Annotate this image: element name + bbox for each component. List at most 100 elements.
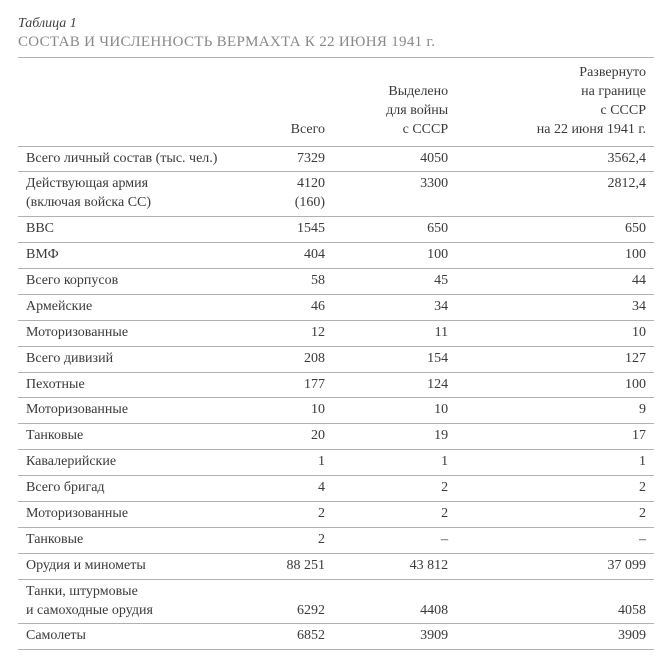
table-row: Кавалерийские 1 1 1 — [18, 450, 654, 476]
header-allocated-l1: Выделено — [388, 84, 448, 99]
cell: 650 — [333, 217, 456, 243]
cell: 34 — [456, 294, 654, 320]
table-row: Моторизованные 10 10 9 — [18, 398, 654, 424]
table-row: Танковые 20 19 17 — [18, 424, 654, 450]
cell: 4408 — [333, 602, 456, 624]
data-table: Всего Выделено для войны с СССР Разверну… — [18, 57, 654, 650]
cell: 2 — [456, 476, 654, 502]
row-label: Танковые — [18, 527, 247, 553]
table-row: Армейские 46 34 34 — [18, 294, 654, 320]
row-label: Танковые — [18, 424, 247, 450]
cell: 2 — [333, 476, 456, 502]
cell: 650 — [456, 217, 654, 243]
cell: 2 — [333, 502, 456, 528]
cell: 37 099 — [456, 553, 654, 579]
cell: 100 — [333, 243, 456, 269]
row-label: Орудия и минометы — [18, 553, 247, 579]
header-allocated: Выделено для войны с СССР — [333, 58, 456, 147]
table-row: Действующая армия 4120 3300 2812,4 — [18, 172, 654, 194]
row-label: Моторизованные — [18, 320, 247, 346]
cell: 17 — [456, 424, 654, 450]
header-deployed-l4: на 22 июня 1941 г. — [537, 122, 646, 137]
row-label: ВМФ — [18, 243, 247, 269]
header-deployed-l3: с СССР — [600, 103, 646, 118]
cell: 45 — [333, 269, 456, 295]
cell — [333, 579, 456, 601]
table-row: Самолеты 6852 3909 3909 — [18, 624, 654, 650]
row-label: Пехотные — [18, 372, 247, 398]
row-label: Всего дивизий — [18, 346, 247, 372]
cell: 2 — [247, 502, 333, 528]
row-label: Всего корпусов — [18, 269, 247, 295]
cell: 20 — [247, 424, 333, 450]
cell — [456, 579, 654, 601]
table-row: Моторизованные 2 2 2 — [18, 502, 654, 528]
cell: 88 251 — [247, 553, 333, 579]
cell: 2 — [456, 502, 654, 528]
cell: 1 — [247, 450, 333, 476]
header-deployed-l2: на границе — [581, 84, 646, 99]
cell: 6292 — [247, 602, 333, 624]
cell: (160) — [247, 194, 333, 216]
cell: – — [333, 527, 456, 553]
table-row: ВМФ 404 100 100 — [18, 243, 654, 269]
cell: 44 — [456, 269, 654, 295]
cell: 4058 — [456, 602, 654, 624]
header-total: Всего — [247, 58, 333, 147]
table-label: Таблица 1 — [18, 16, 654, 32]
row-label: и самоходные орудия — [18, 602, 247, 624]
table-row: Всего личный состав (тыс. чел.) 7329 405… — [18, 146, 654, 172]
cell: 10 — [456, 320, 654, 346]
table-row: ВВС 1545 650 650 — [18, 217, 654, 243]
cell: 10 — [333, 398, 456, 424]
table-row: Всего дивизий 208 154 127 — [18, 346, 654, 372]
header-blank — [18, 58, 247, 147]
table-row: (включая войска СС) (160) — [18, 194, 654, 216]
cell: 127 — [456, 346, 654, 372]
cell: 3909 — [456, 624, 654, 650]
cell — [333, 194, 456, 216]
cell: 177 — [247, 372, 333, 398]
header-allocated-l3: с СССР — [403, 122, 449, 137]
row-label: Кавалерийские — [18, 450, 247, 476]
table-row: Пехотные 177 124 100 — [18, 372, 654, 398]
cell: 34 — [333, 294, 456, 320]
table-row: Моторизованные 12 11 10 — [18, 320, 654, 346]
cell: 58 — [247, 269, 333, 295]
cell: 208 — [247, 346, 333, 372]
table-row: Всего бригад 4 2 2 — [18, 476, 654, 502]
cell: 124 — [333, 372, 456, 398]
cell: 3300 — [333, 172, 456, 194]
cell: 19 — [333, 424, 456, 450]
cell: 1545 — [247, 217, 333, 243]
row-label: Действующая армия — [18, 172, 247, 194]
cell: 100 — [456, 372, 654, 398]
table-title: СОСТАВ И ЧИСЛЕННОСТЬ ВЕРМАХТА К 22 ИЮНЯ … — [18, 34, 654, 51]
table-row: Танки, штурмовые — [18, 579, 654, 601]
cell: 2812,4 — [456, 172, 654, 194]
row-label: Армейские — [18, 294, 247, 320]
cell: 12 — [247, 320, 333, 346]
cell: 154 — [333, 346, 456, 372]
cell: 7329 — [247, 146, 333, 172]
cell: 43 812 — [333, 553, 456, 579]
cell: 100 — [456, 243, 654, 269]
row-label: (включая войска СС) — [18, 194, 247, 216]
cell: – — [456, 527, 654, 553]
cell: 4050 — [333, 146, 456, 172]
row-label: Всего личный состав (тыс. чел.) — [18, 146, 247, 172]
header-row: Всего Выделено для войны с СССР Разверну… — [18, 58, 654, 147]
table-row: Орудия и минометы 88 251 43 812 37 099 — [18, 553, 654, 579]
cell: 6852 — [247, 624, 333, 650]
cell: 2 — [247, 527, 333, 553]
cell — [247, 579, 333, 601]
row-label: ВВС — [18, 217, 247, 243]
cell: 11 — [333, 320, 456, 346]
row-label: Самолеты — [18, 624, 247, 650]
cell: 1 — [456, 450, 654, 476]
cell — [456, 194, 654, 216]
cell: 3562,4 — [456, 146, 654, 172]
cell: 404 — [247, 243, 333, 269]
table-row: Танковые 2 – – — [18, 527, 654, 553]
header-deployed: Развернуто на границе с СССР на 22 июня … — [456, 58, 654, 147]
